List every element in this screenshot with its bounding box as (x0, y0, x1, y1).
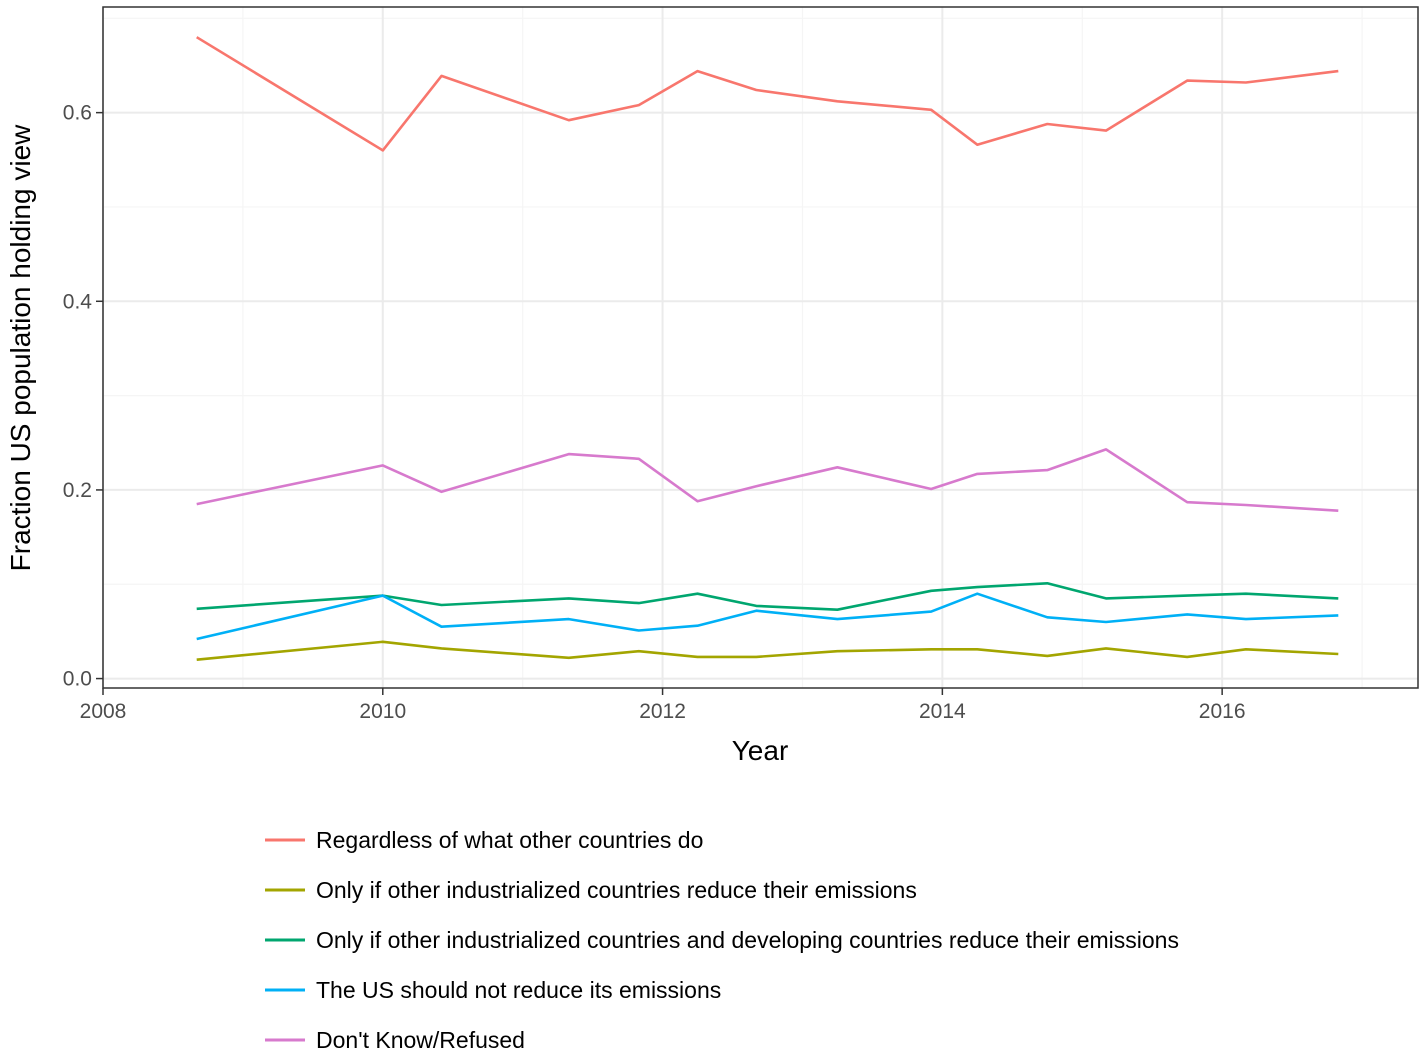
series-line-5 (196, 448, 1339, 512)
x-tick-label: 2016 (1199, 700, 1246, 723)
y-tick-label: 0.0 (63, 668, 92, 691)
legend: Regardless of what other countries do Onl… (265, 827, 1179, 1052)
series-lines (196, 36, 1339, 661)
legend-label: The US should not reduce its emissions (316, 977, 721, 1003)
y-tick-label: 0.2 (63, 479, 92, 502)
series-line-4 (196, 592, 1339, 641)
x-tick-label: 2012 (639, 700, 686, 723)
y-axis: 0.0 0.2 0.4 0.6 (63, 102, 103, 691)
x-axis-title: Year (732, 735, 789, 766)
series-line-2 (196, 640, 1339, 661)
x-tick-label: 2014 (919, 700, 966, 723)
legend-label: Only if other industrialized countries a… (316, 927, 1179, 953)
x-tick-label: 2008 (80, 700, 127, 723)
x-axis: 2008 2010 2012 2014 2016 (80, 688, 1246, 723)
series-line-3 (196, 581, 1339, 612)
y-axis-title: Fraction US population holding view (5, 124, 36, 571)
y-tick-label: 0.4 (63, 290, 93, 313)
series-line-1 (196, 36, 1339, 152)
legend-label: Don't Know/Refused (316, 1027, 525, 1052)
x-tick-label: 2010 (359, 700, 406, 723)
legend-label: Regardless of what other countries do (316, 827, 703, 853)
y-tick-label: 0.6 (63, 102, 92, 125)
legend-label: Only if other industrialized countries r… (316, 877, 917, 903)
plot-panel-border (102, 6, 1419, 689)
grid (102, 7, 1418, 688)
